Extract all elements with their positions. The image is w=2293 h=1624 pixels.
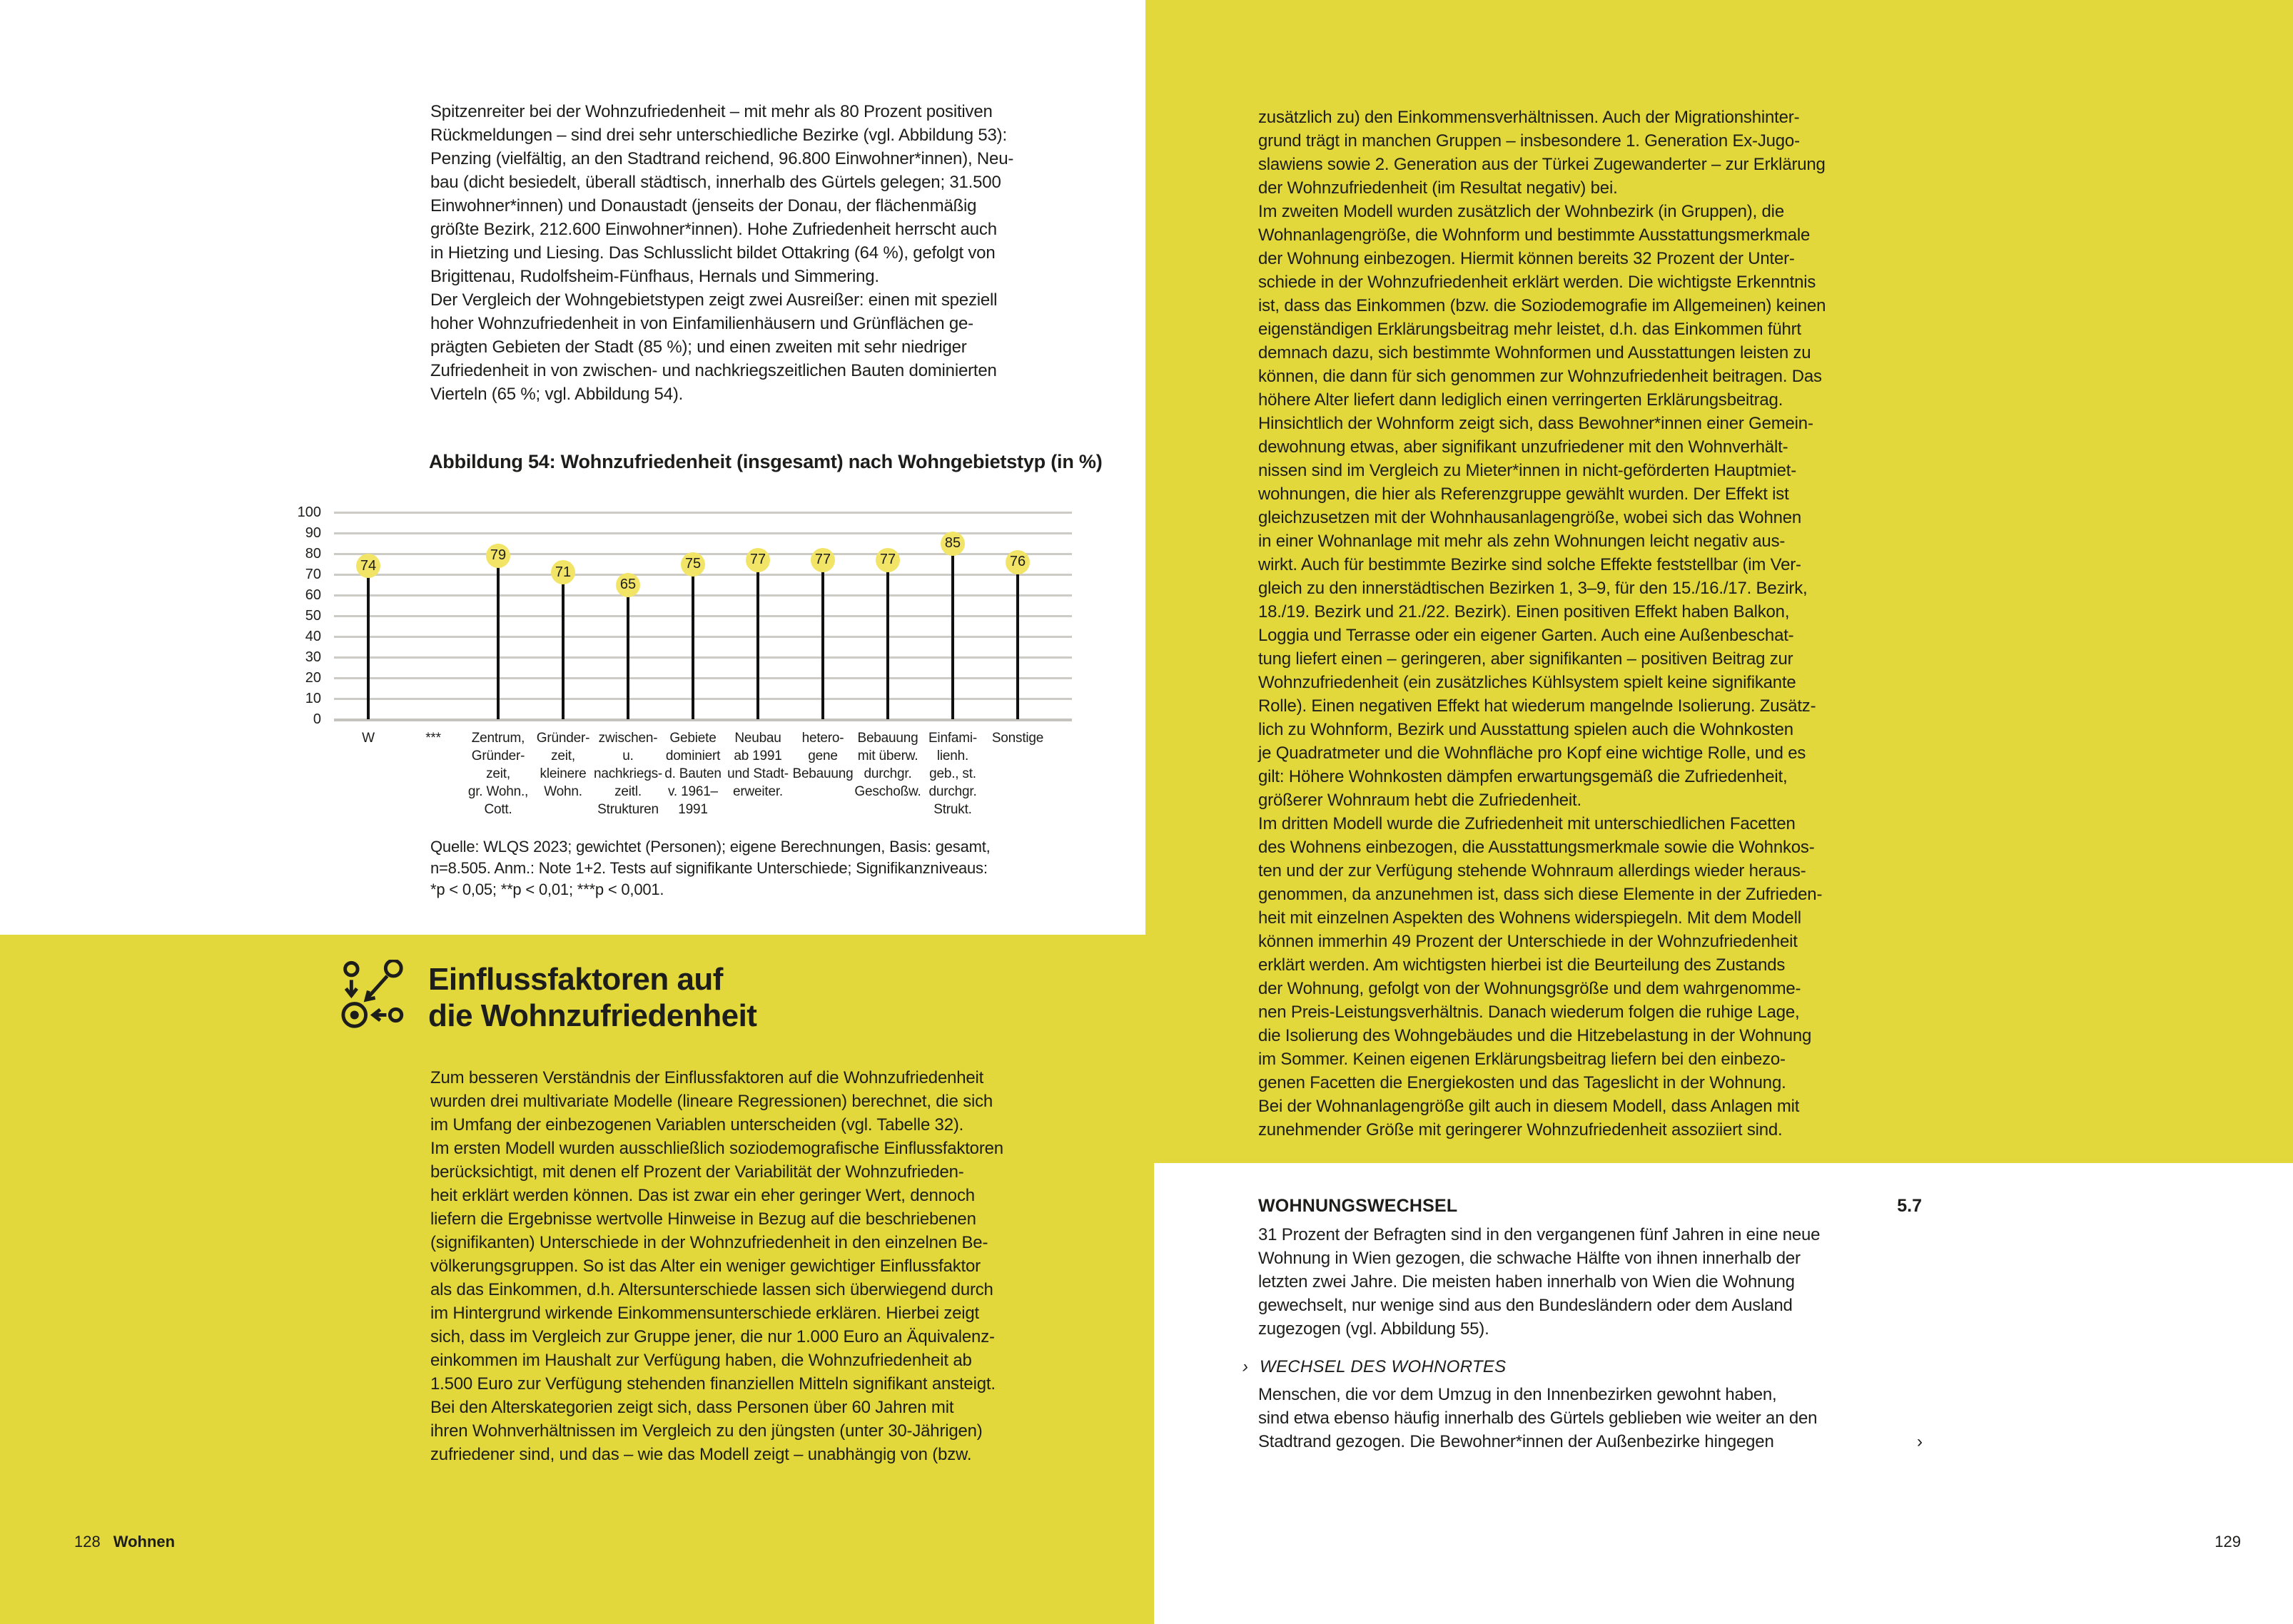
subsection-number: 5.7	[1897, 1196, 1922, 1216]
gridline	[334, 636, 1072, 638]
y-axis-tick-label: 100	[297, 504, 321, 520]
figure-title: Abbildung 54: Wohnzufriedenheit (insgesa…	[429, 451, 1103, 472]
y-axis-tick-label: 60	[305, 587, 321, 603]
data-point-value-badge: 65	[616, 572, 640, 597]
left-intro-paragraph: Spitzenreiter bei der Wohnzufriedenheit …	[430, 102, 1014, 404]
gridline	[334, 512, 1072, 514]
data-point-value-badge: 77	[811, 547, 835, 572]
x-axis-category-label: zwischen- u. nachkriegs- zeitl. Struktur…	[593, 731, 662, 817]
x-axis-category-label: Einfami- lienh. geb., st. durchgr. Struk…	[928, 731, 978, 817]
subsection-heading: WOHNUNGSWECHSEL	[1258, 1196, 1458, 1216]
y-axis-tick-label: 50	[305, 608, 321, 624]
figure-source-note: Quelle: WLQS 2023; gewichtet (Personen);…	[430, 838, 991, 898]
x-axis-category-label: Gründer- zeit, kleinere Wohn.	[536, 731, 590, 799]
gridline	[334, 677, 1072, 679]
y-axis-tick-label: 10	[305, 691, 321, 706]
section-heading: Einflussfaktoren auf die Wohnzufriedenhe…	[428, 962, 757, 1033]
left-page-number: 128	[74, 1533, 101, 1551]
data-point-value-badge: 79	[486, 543, 510, 568]
gridline	[334, 615, 1072, 617]
continuation-marker: ›	[1917, 1432, 1923, 1451]
lollipop-stem	[627, 584, 629, 719]
right-body-paragraph: zusätzlich zu) den Einkommensverhältniss…	[1258, 108, 1826, 1140]
footer-chapter-label: Wohnen	[113, 1533, 176, 1551]
sub-subsection-paragraph: Menschen, die vor dem Umzug in den Innen…	[1258, 1385, 1818, 1451]
gridline	[334, 594, 1072, 597]
lollipop-stem	[692, 564, 694, 719]
subsection-header-row: WOHNUNGSWECHSEL 5.7	[1258, 1196, 1922, 1217]
lollipop-stem	[497, 555, 500, 719]
subsection-paragraph: 31 Prozent der Befragten sind in den ver…	[1258, 1225, 1821, 1339]
y-axis-tick-label: 30	[305, 649, 321, 665]
x-axis-category-label: ***	[425, 731, 441, 746]
lollipop-stem	[367, 566, 370, 719]
gridline	[334, 532, 1072, 534]
x-axis-category-label: Zentrum, Gründer- zeit, gr. Wohn., Cott.	[467, 731, 529, 817]
gridline	[334, 656, 1072, 659]
target-with-arrows-icon	[341, 958, 407, 1028]
lollipop-stem	[562, 572, 565, 719]
gridline	[334, 553, 1072, 555]
lollipop-stem	[886, 559, 889, 719]
x-axis-category-label: Gebiete dominiert d. Bauten v. 1961– 199…	[664, 731, 722, 817]
left-page-footer: 128 Wohnen	[74, 1533, 175, 1551]
data-point-value-badge: 77	[876, 547, 900, 572]
x-axis-category-label: hetero- gene Bebauung	[792, 731, 854, 781]
left-page-yellow-panel	[0, 935, 1154, 1624]
gridline	[334, 698, 1072, 700]
sub-subsection-bullet: ›	[1242, 1357, 1249, 1376]
data-point-value-badge: 75	[681, 552, 705, 577]
data-point-value-badge: 77	[746, 547, 770, 572]
y-axis-tick-label: 0	[313, 711, 321, 727]
y-axis-tick-label: 40	[305, 629, 321, 644]
x-axis-category-label: W	[362, 731, 375, 746]
right-page-yellow-panel	[1145, 0, 2293, 1163]
data-point-value-badge: 85	[941, 531, 965, 556]
x-axis-category-label: Neubau ab 1991 und Stadt- erweiter.	[727, 731, 789, 799]
x-axis-category-label: Sonstige	[991, 731, 1044, 746]
lollipop-stem	[1016, 562, 1019, 719]
data-point-value-badge: 71	[551, 560, 575, 585]
y-axis-tick-label: 70	[305, 567, 321, 582]
data-point-value-badge: 76	[1006, 549, 1030, 574]
lollipop-stem	[821, 559, 824, 719]
sub-subsection-heading: WECHSEL DES WOHNORTES	[1260, 1357, 1507, 1376]
y-axis-tick-label: 20	[305, 670, 321, 686]
y-axis-tick-label: 90	[305, 525, 321, 541]
lollipop-stem	[756, 559, 759, 719]
right-page-number: 129	[2214, 1533, 2241, 1551]
lollipop-stem	[951, 543, 954, 719]
left-section-paragraph: Zum besseren Verständnis der Einflussfak…	[430, 1068, 1003, 1464]
lollipop-chart: 100 90 80 70 60 50 40 30 20 10 0 74 W *** 79 Zentrum, G…	[298, 499, 1072, 817]
y-axis-tick-label: 80	[305, 546, 321, 562]
x-axis-baseline	[334, 719, 1072, 721]
x-axis-category-label: Bebauung mit überw. durchgr. Geschoßw.	[854, 731, 921, 799]
gridline	[334, 574, 1072, 576]
data-point-value-badge: 74	[356, 554, 380, 579]
